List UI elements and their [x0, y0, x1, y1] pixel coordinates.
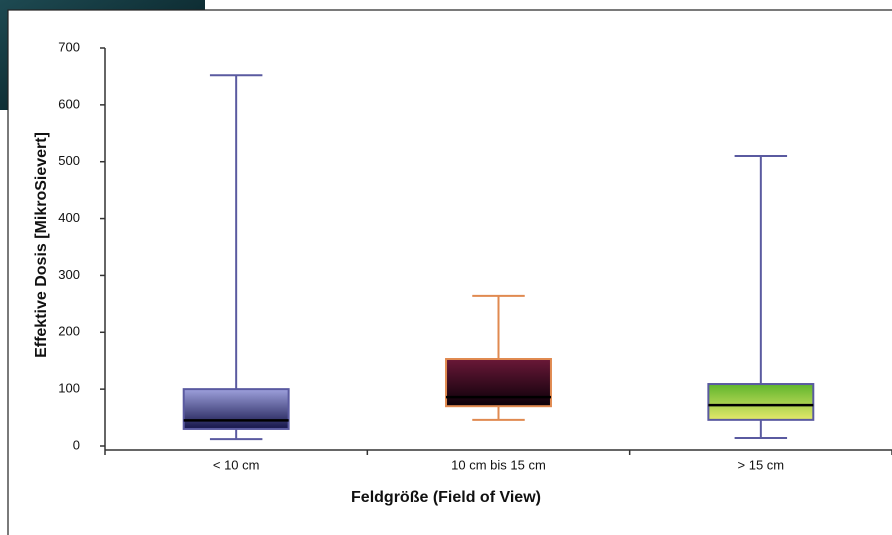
y-tick-label: 100: [58, 381, 80, 396]
y-tick-label: 200: [58, 324, 80, 339]
x-axis-title: Feldgröße (Field of View): [351, 489, 541, 506]
box: [708, 384, 813, 420]
chart: Feldgröße (Field of View) Effektive Dosi…: [0, 0, 892, 535]
y-tick-label: 300: [58, 267, 80, 282]
y-tick-label: 600: [58, 96, 80, 111]
x-tick-label: < 10 cm: [213, 457, 260, 472]
box: [446, 359, 551, 406]
x-tick-label: 10 cm bis 15 cm: [451, 457, 546, 472]
box: [184, 389, 289, 429]
x-tick-label: > 15 cm: [738, 457, 785, 472]
y-tick-label: 700: [58, 39, 80, 54]
y-axis-title: Effektive Dosis [MikroSievert]: [33, 132, 50, 358]
y-tick-label: 500: [58, 153, 80, 168]
y-tick-label: 0: [73, 437, 80, 452]
chart-frame: [8, 10, 892, 535]
y-tick-label: 400: [58, 210, 80, 225]
